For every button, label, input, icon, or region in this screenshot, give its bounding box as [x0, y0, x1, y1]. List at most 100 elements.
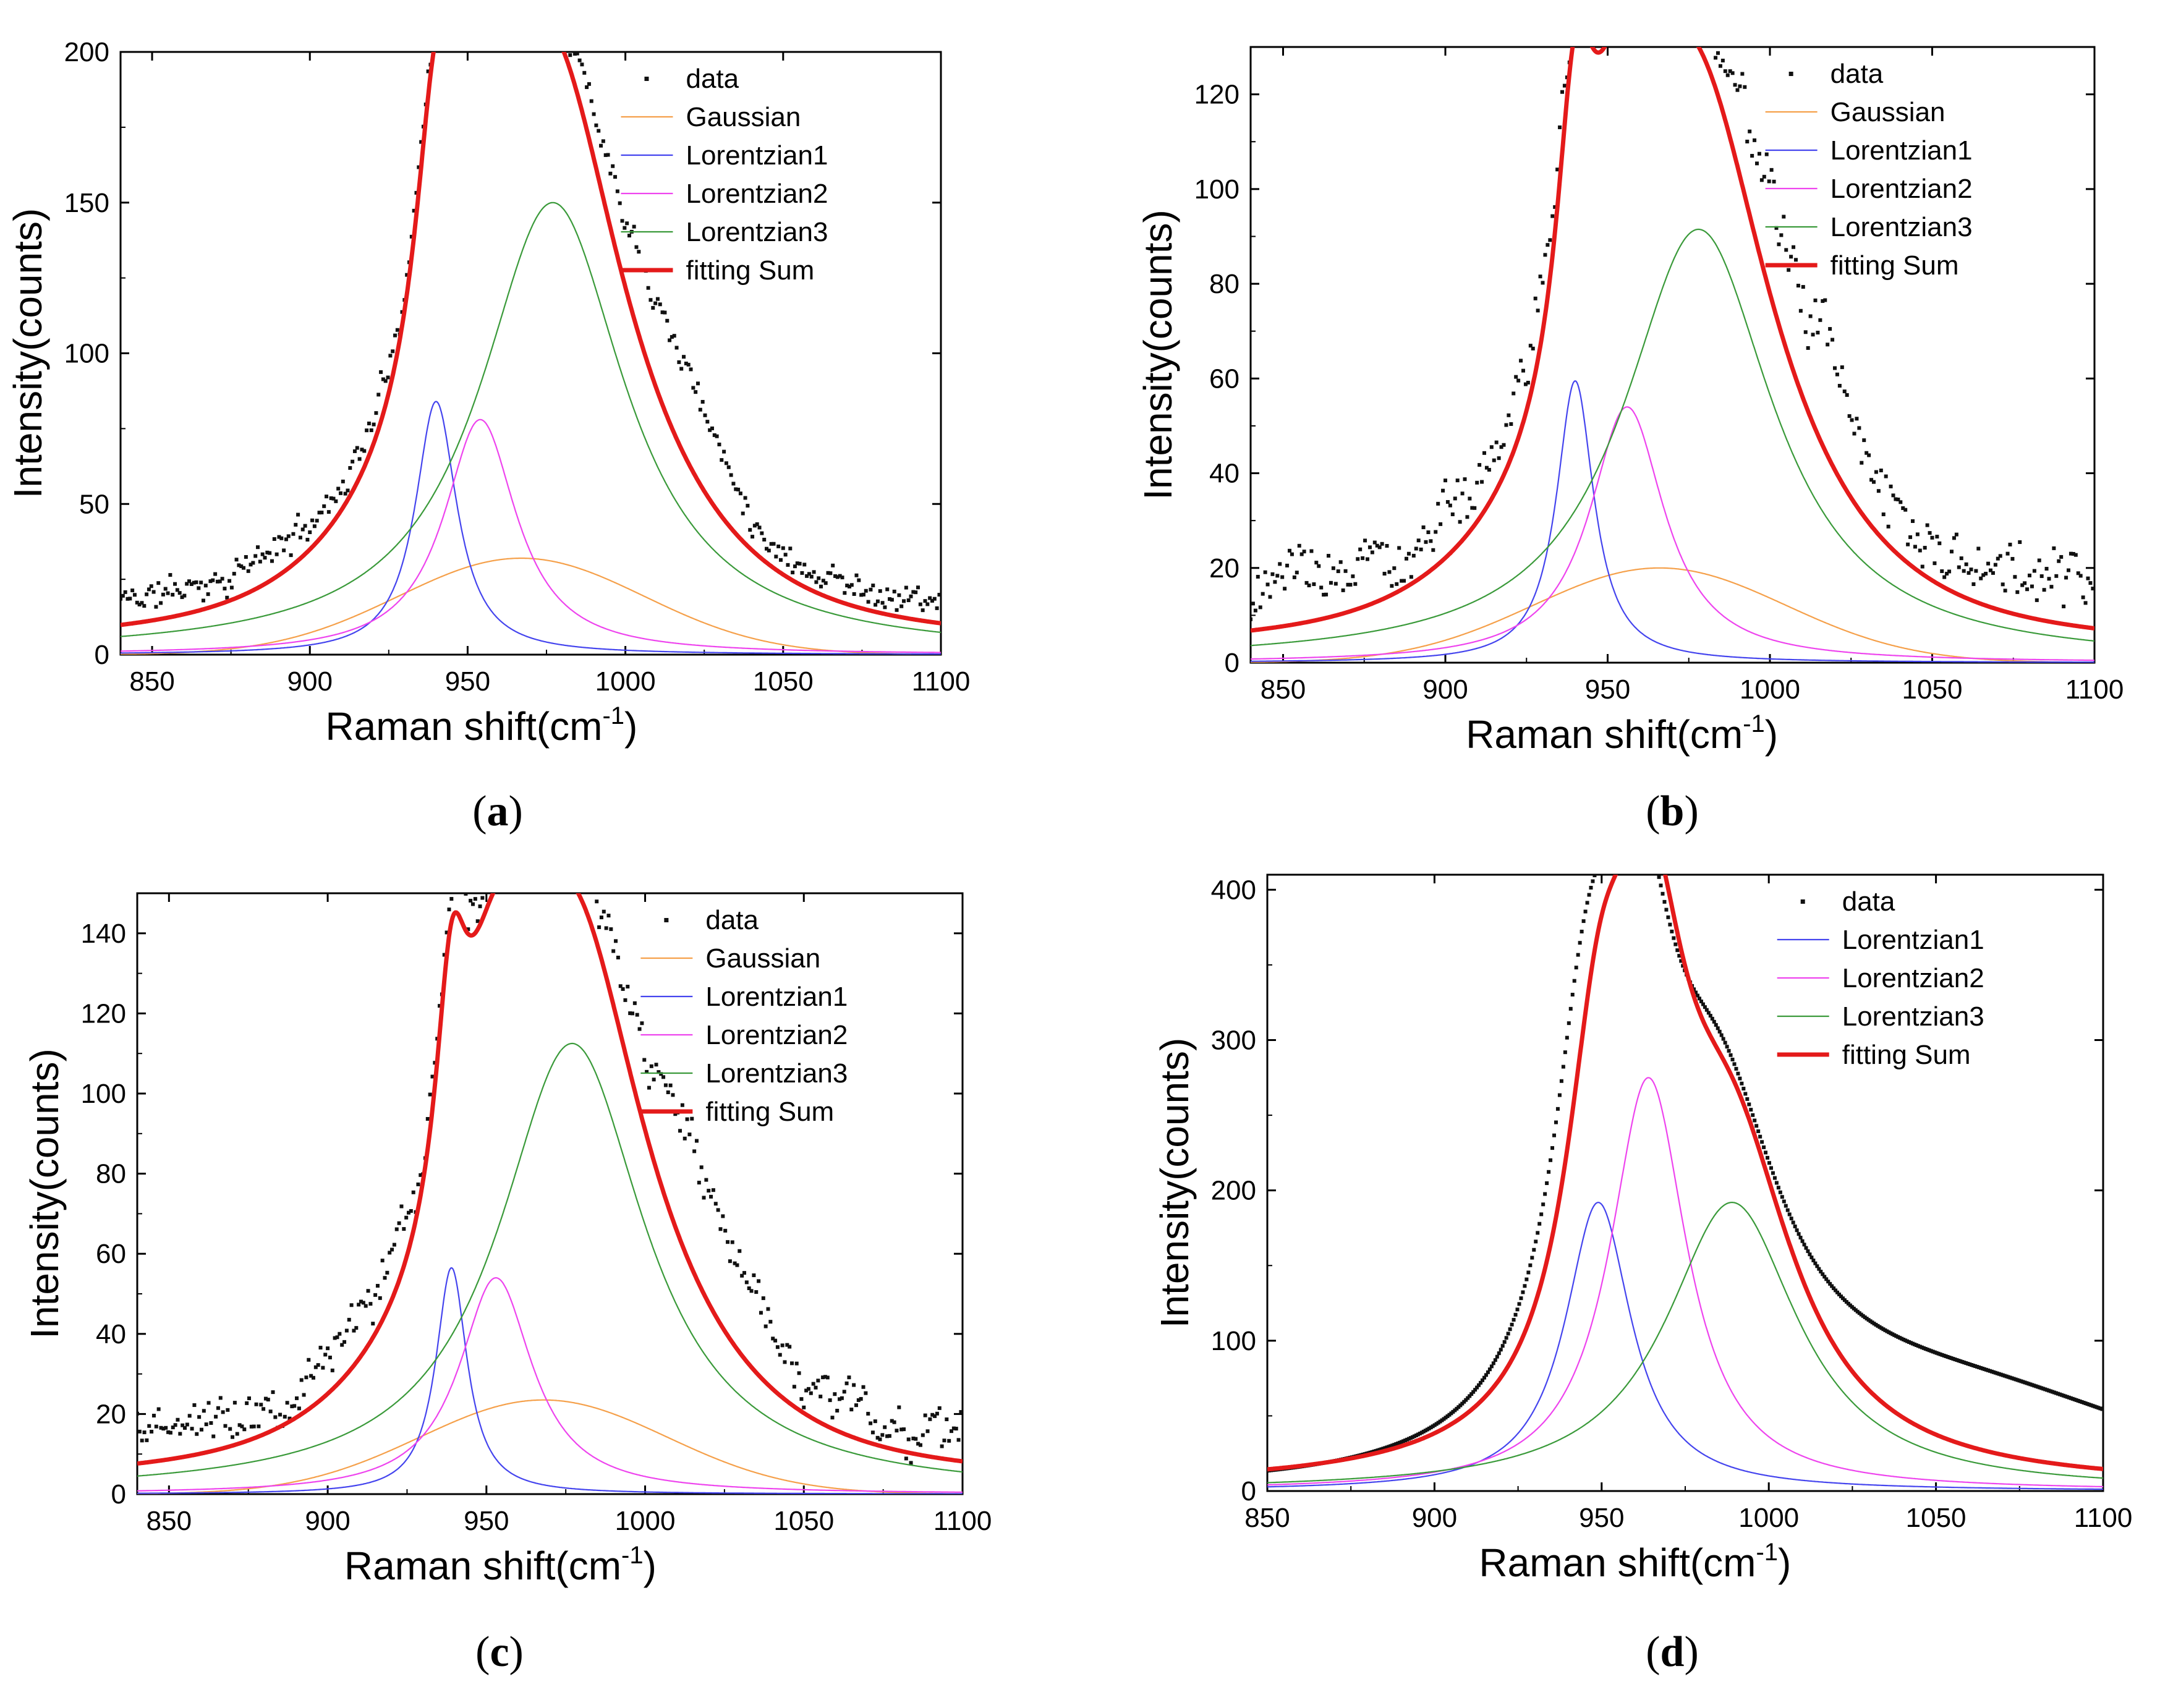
data-point: [1537, 1222, 1541, 1226]
data-point: [1675, 948, 1679, 952]
data-point: [614, 939, 618, 943]
data-point: [305, 538, 309, 542]
data-point: [351, 460, 354, 464]
data-point: [561, 23, 565, 27]
data-point: [871, 584, 875, 587]
data-point: [1516, 379, 1520, 383]
data-point: [1767, 179, 1771, 183]
data-point: [1777, 1186, 1780, 1189]
data-point: [854, 1403, 858, 1407]
series-lorentzian2: [1251, 407, 2094, 660]
data-point: [552, 2, 556, 6]
data-point: [1716, 1026, 1720, 1030]
data-point: [257, 1424, 260, 1428]
data-point: [307, 1358, 310, 1362]
legend-swatch: [1801, 899, 1805, 904]
data-point: [1773, 1176, 1777, 1180]
data-point: [568, 53, 572, 57]
data-point: [914, 590, 917, 594]
data-point: [843, 591, 846, 595]
data-point: [853, 592, 856, 596]
data-point: [171, 593, 174, 597]
data-point: [712, 1188, 715, 1192]
data-point: [1780, 1195, 1784, 1199]
data-point: [754, 1290, 758, 1294]
data-point: [916, 585, 920, 589]
data-point: [1587, 20, 1591, 23]
data-point: [781, 1343, 784, 1347]
data-point: [1615, 818, 1618, 822]
data-point: [945, 1417, 948, 1421]
data-point: [578, 856, 582, 860]
data-point: [1765, 153, 1769, 156]
legend-label: Lorentzian2: [1842, 963, 1984, 993]
data-point: [788, 546, 792, 550]
data-point: [933, 597, 937, 601]
data-point: [816, 1379, 820, 1382]
data-point: [909, 595, 913, 598]
data-point: [1361, 556, 1364, 560]
data-point: [216, 1406, 220, 1410]
data-point: [358, 457, 362, 461]
data-point: [653, 302, 657, 305]
data-point: [273, 537, 276, 541]
data-point: [374, 411, 378, 415]
data-point: [354, 1326, 358, 1330]
data-point: [1631, 794, 1635, 798]
data-point: [2043, 588, 2046, 592]
data-point: [282, 548, 286, 552]
data-point: [552, 826, 556, 830]
data-point: [681, 1103, 684, 1107]
data-point: [1456, 478, 1460, 482]
series-lorentzian2: [1267, 1077, 2103, 1487]
data-point: [1797, 1232, 1801, 1236]
data-point: [559, 22, 563, 26]
data-point: [1512, 391, 1515, 395]
legend-item: fitting Sum: [1777, 1040, 1971, 1070]
data-point: [1760, 1140, 1764, 1144]
data-point: [1298, 544, 1301, 548]
data-point: [621, 987, 625, 991]
plot-area: [1249, 0, 2094, 663]
data-point: [1588, 893, 1591, 897]
data-point: [147, 587, 151, 591]
legend-item: fitting Sum: [1766, 250, 1959, 281]
x-axis-label-end: ): [1765, 712, 1778, 757]
data-point: [350, 1303, 354, 1307]
data-point: [758, 525, 762, 529]
data-point: [1775, 1181, 1779, 1184]
data-point: [1725, 1045, 1729, 1048]
data-point: [1835, 373, 1839, 376]
data-point: [1373, 541, 1377, 545]
data-point: [235, 558, 239, 561]
data-point: [1510, 1323, 1514, 1327]
data-point: [600, 916, 603, 919]
data-point: [1727, 1049, 1731, 1053]
data-point: [279, 537, 283, 540]
data-point: [342, 1340, 346, 1344]
data-point: [578, 59, 582, 62]
data-point: [370, 428, 373, 432]
data-point: [559, 827, 563, 831]
data-point: [935, 606, 939, 610]
data-point: [205, 1422, 208, 1426]
data-point: [1273, 580, 1277, 584]
data-point: [597, 925, 601, 929]
data-point: [633, 1001, 637, 1005]
legend-item: Lorentzian2: [1777, 963, 1984, 993]
data-point: [195, 1432, 198, 1436]
data-point: [1792, 1221, 1795, 1225]
data-point: [396, 328, 399, 332]
data-point: [1521, 1290, 1524, 1294]
data-point: [1741, 1087, 1745, 1090]
data-point: [888, 1434, 891, 1438]
data-point: [1872, 480, 1876, 484]
data-point: [2086, 577, 2090, 580]
data-point: [450, 4, 454, 7]
data-point: [168, 573, 172, 577]
data-point: [1666, 916, 1670, 919]
data-point: [1591, 880, 1594, 883]
data-point: [2079, 574, 2083, 577]
